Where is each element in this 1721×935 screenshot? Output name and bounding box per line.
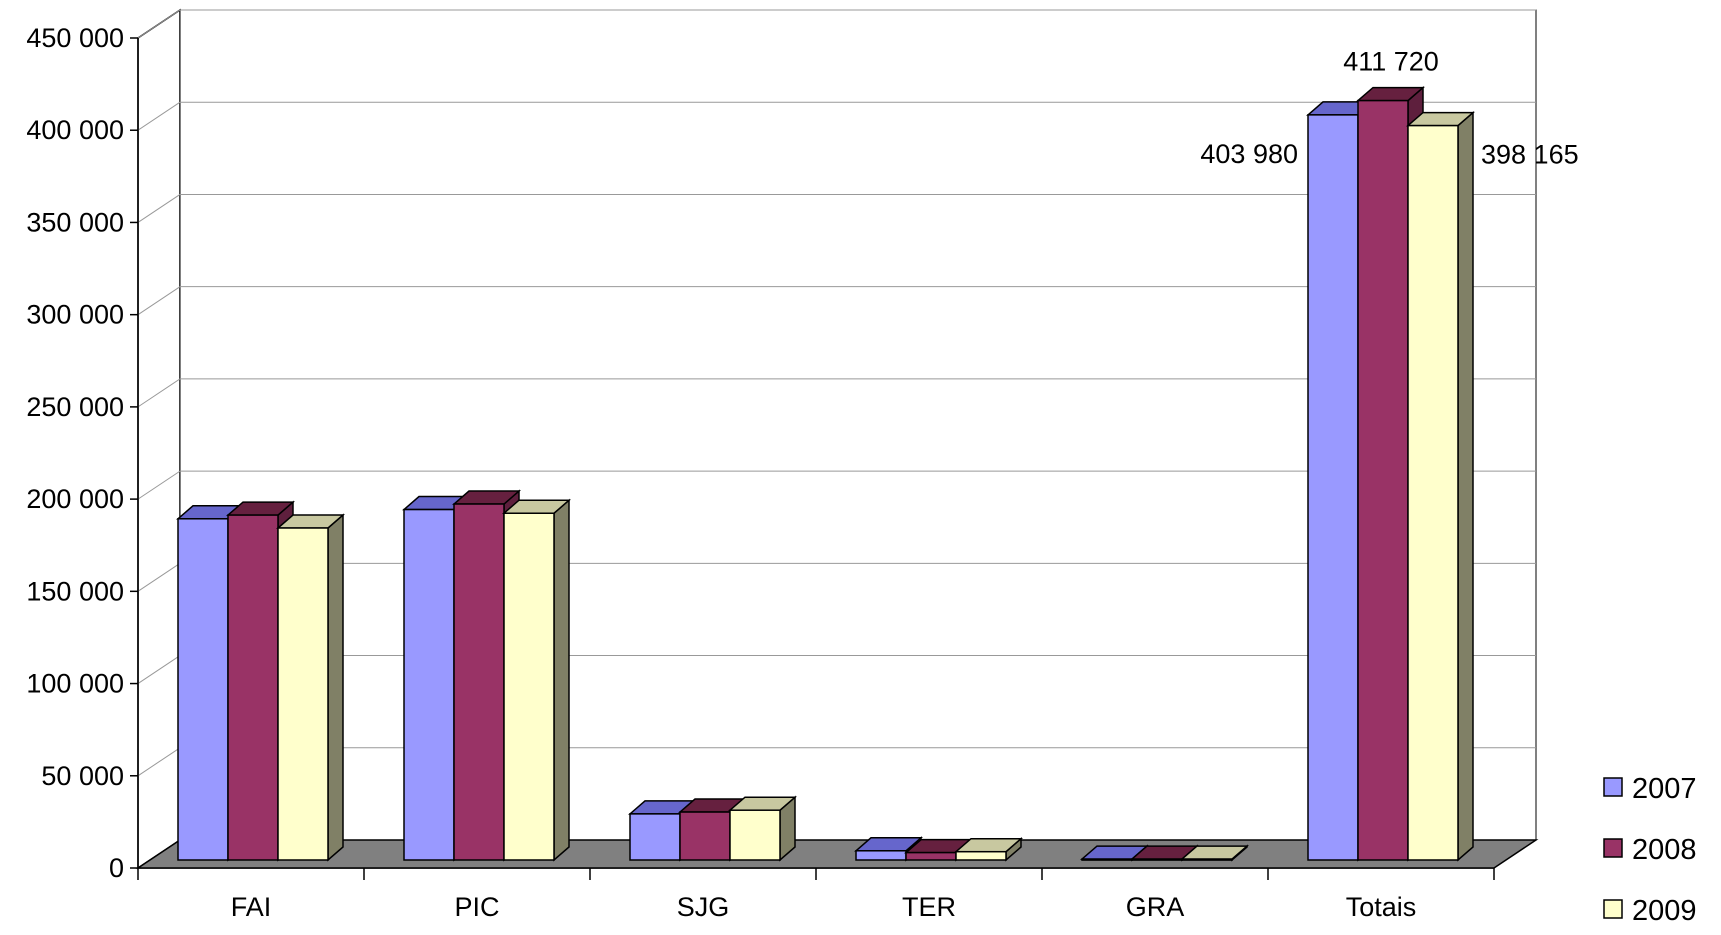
bar-side-face — [553, 498, 570, 862]
x-tick-label: FAI — [231, 892, 272, 922]
bar-front-face — [227, 514, 279, 861]
bar-front-face — [177, 518, 229, 861]
data-label: 398 165 — [1481, 140, 1579, 170]
bar-front-face — [1131, 858, 1183, 861]
y-tick-label: 300 000 — [26, 300, 124, 330]
x-tick-label: GRA — [1126, 892, 1185, 922]
gridline-side — [137, 194, 181, 223]
gridline-side — [137, 101, 181, 131]
bar-front-face — [855, 850, 907, 861]
bar-front-face — [955, 850, 1007, 861]
y-tick-label: 200 000 — [26, 484, 124, 514]
bar — [1405, 110, 1476, 862]
legend-swatch — [1603, 899, 1623, 919]
bar-front-face — [679, 811, 731, 861]
legend-swatch — [1603, 838, 1623, 858]
bar-front-face — [1307, 114, 1359, 861]
bar-side-face — [1457, 110, 1474, 862]
gridline-side — [137, 470, 181, 500]
bar-front-face — [403, 508, 455, 861]
bar-front-face — [905, 851, 957, 861]
y-tick-label: 150 000 — [26, 576, 124, 606]
legend-swatch — [1603, 777, 1623, 797]
x-tick-label: SJG — [677, 892, 730, 922]
bars — [175, 85, 1476, 862]
legend-label: 2007 — [1632, 773, 1697, 805]
bar-front-face — [729, 809, 781, 861]
bar-front-face — [1081, 858, 1133, 861]
y-tick-label: 250 000 — [26, 392, 124, 422]
bar-front-face — [503, 512, 555, 861]
axes: 0 50 000 100 000 150 000 200 000 250 000 300 0… — [26, 23, 1495, 922]
bar-side-face — [327, 513, 344, 862]
gridline-side — [137, 9, 181, 39]
gridline-side — [137, 562, 181, 592]
bar-front-face — [1407, 124, 1459, 861]
gridline-side — [137, 747, 181, 777]
legend-label: 2009 — [1632, 895, 1697, 927]
bar — [953, 837, 1024, 862]
data-labels: 403 980 411 720 398 165 — [1200, 47, 1578, 170]
bar-front-face — [1357, 99, 1409, 861]
legend-label: 2008 — [1632, 834, 1697, 866]
gridline-side — [137, 655, 181, 684]
bar-front-face — [453, 503, 505, 861]
x-tick-label: Totais — [1346, 892, 1417, 922]
data-label: 411 720 — [1343, 47, 1439, 77]
y-tick-label: 50 000 — [41, 761, 124, 791]
bar-front-face — [277, 527, 329, 861]
y-tick-label: 0 — [109, 853, 124, 883]
y-tick-label: 100 000 — [26, 669, 124, 699]
y-tick-label: 450 000 — [26, 23, 124, 53]
legend: 2007 2008 2009 — [1603, 773, 1697, 927]
data-label: 403 980 — [1200, 139, 1298, 169]
bar — [727, 795, 798, 862]
gridline-side — [137, 378, 181, 408]
bar-front-face — [629, 813, 681, 861]
bar — [501, 498, 572, 862]
y-tick-label: 350 000 — [26, 207, 124, 237]
side-wall — [137, 8, 181, 870]
bar — [275, 513, 346, 862]
bar-front-face — [1181, 858, 1233, 861]
x-tick-label: TER — [902, 892, 956, 922]
gridline-side — [137, 286, 181, 316]
y-tick-label: 400 000 — [26, 115, 124, 145]
x-tick-label: PIC — [454, 892, 499, 922]
bar — [1179, 844, 1250, 862]
